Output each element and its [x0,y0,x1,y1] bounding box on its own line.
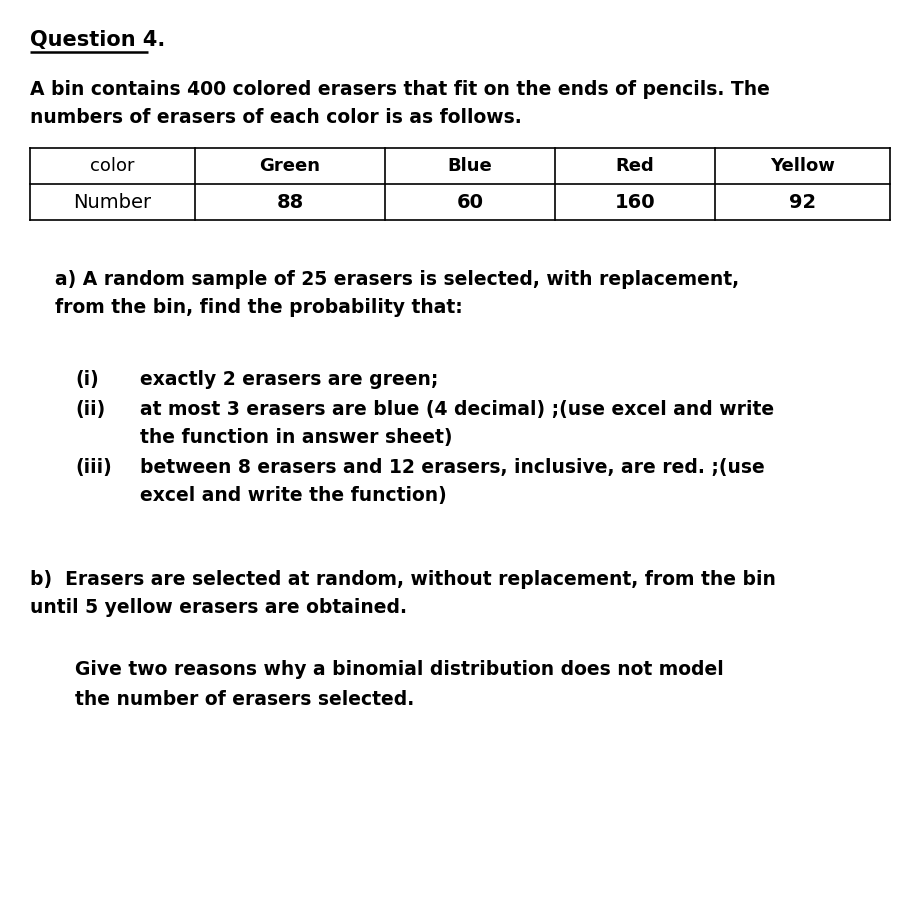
Text: 92: 92 [789,192,816,212]
Text: at most 3 erasers are blue (4 decimal) ;(use excel and write: at most 3 erasers are blue (4 decimal) ;… [140,400,774,419]
Text: Give two reasons why a binomial distribution does not model: Give two reasons why a binomial distribu… [75,660,724,679]
Text: (i): (i) [75,370,99,389]
Text: b)  Erasers are selected at random, without replacement, from the bin: b) Erasers are selected at random, witho… [30,570,776,589]
Text: 60: 60 [456,192,483,212]
Text: the number of erasers selected.: the number of erasers selected. [75,690,414,709]
Text: between 8 erasers and 12 erasers, inclusive, are red. ;(use: between 8 erasers and 12 erasers, inclus… [140,458,764,477]
Text: (iii): (iii) [75,458,112,477]
Text: color: color [90,157,135,175]
Text: Green: Green [259,157,321,175]
Text: Yellow: Yellow [770,157,835,175]
Text: until 5 yellow erasers are obtained.: until 5 yellow erasers are obtained. [30,598,407,617]
Text: 88: 88 [277,192,303,212]
Text: Question 4.: Question 4. [30,30,165,50]
Text: from the bin, find the probability that:: from the bin, find the probability that: [55,298,463,317]
Text: the function in answer sheet): the function in answer sheet) [140,428,453,447]
Text: Blue: Blue [447,157,492,175]
Text: A bin contains 400 colored erasers that fit on the ends of pencils. The: A bin contains 400 colored erasers that … [30,80,770,99]
Text: numbers of erasers of each color is as follows.: numbers of erasers of each color is as f… [30,108,522,127]
Text: a) A random sample of 25 erasers is selected, with replacement,: a) A random sample of 25 erasers is sele… [55,270,739,289]
Text: excel and write the function): excel and write the function) [140,486,447,505]
Text: Number: Number [74,192,151,212]
Text: (ii): (ii) [75,400,105,419]
Text: Red: Red [616,157,655,175]
Text: exactly 2 erasers are green;: exactly 2 erasers are green; [140,370,438,389]
Text: 160: 160 [615,192,656,212]
